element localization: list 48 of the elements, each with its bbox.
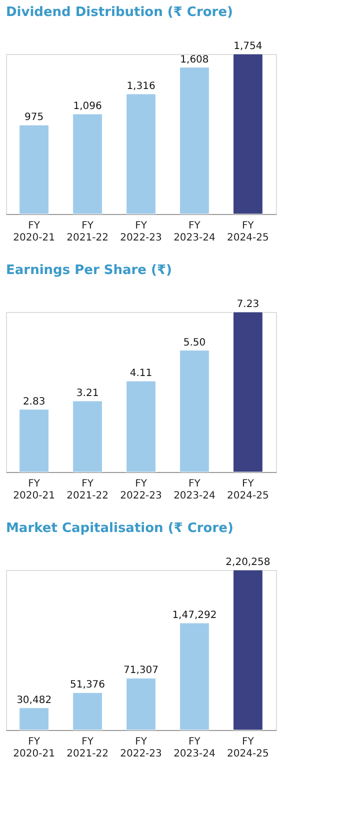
chart-title: Market Capitalisation (₹ Crore) bbox=[6, 521, 234, 536]
x-tick-label: FY 2021-22 bbox=[66, 478, 108, 502]
x-tick-label: FY 2021-22 bbox=[66, 736, 108, 760]
data-label: 1,096 bbox=[73, 101, 102, 112]
bar bbox=[180, 67, 210, 214]
data-label: 4.11 bbox=[130, 368, 152, 380]
data-label: 1,316 bbox=[126, 80, 156, 92]
bar bbox=[19, 708, 50, 730]
data-label: 71,307 bbox=[124, 665, 158, 676]
x-tick-label: FY 2024-25 bbox=[227, 478, 269, 502]
data-label: 51,376 bbox=[70, 680, 106, 691]
data-label: 3.21 bbox=[76, 388, 99, 399]
bar bbox=[180, 350, 210, 472]
bar bbox=[232, 54, 263, 214]
bar bbox=[72, 692, 102, 730]
x-tick-label: FY 2022-23 bbox=[120, 478, 162, 502]
bar bbox=[126, 380, 156, 472]
data-label: 1,47,292 bbox=[172, 610, 217, 622]
data-label: 2.83 bbox=[22, 396, 46, 408]
bar bbox=[180, 622, 210, 730]
x-tick-label: FY 2020-21 bbox=[13, 478, 55, 502]
data-label: 1,608 bbox=[180, 54, 209, 66]
bar bbox=[232, 570, 263, 730]
x-tick-label: FY 2024-25 bbox=[227, 220, 269, 244]
x-tick-label: FY 2024-25 bbox=[227, 736, 269, 760]
x-tick-label: FY 2022-23 bbox=[120, 220, 162, 244]
chart-title: Dividend Distribution (₹ Crore) bbox=[6, 5, 233, 20]
bar bbox=[72, 400, 102, 472]
bar bbox=[232, 312, 263, 472]
x-tick-label: FY 2021-22 bbox=[66, 220, 108, 244]
data-label: 975 bbox=[24, 112, 44, 124]
data-label: 2,20,258 bbox=[226, 557, 270, 568]
x-tick-label: FY 2023-24 bbox=[174, 736, 216, 760]
data-label: 7.23 bbox=[236, 299, 260, 310]
bar bbox=[19, 409, 50, 472]
data-label: 5.50 bbox=[183, 337, 206, 348]
bar bbox=[126, 678, 156, 730]
data-label: 30,482 bbox=[16, 694, 52, 706]
x-tick-label: FY 2023-24 bbox=[174, 220, 216, 244]
x-tick-label: FY 2020-21 bbox=[13, 220, 55, 244]
bar bbox=[72, 114, 102, 214]
bar bbox=[19, 124, 50, 214]
x-tick-label: FY 2022-23 bbox=[120, 736, 162, 760]
x-tick-label: FY 2023-24 bbox=[174, 478, 216, 502]
data-label: 1,754 bbox=[234, 41, 262, 52]
chart-title: Earnings Per Share (₹) bbox=[6, 263, 172, 278]
bar bbox=[126, 94, 156, 214]
x-tick-label: FY 2020-21 bbox=[13, 736, 55, 760]
